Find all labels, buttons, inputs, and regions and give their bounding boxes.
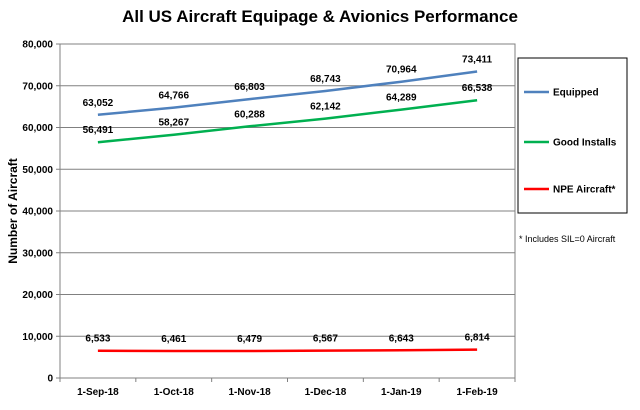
x-tick-label: 1-Dec-18 (305, 387, 347, 398)
data-label: 60,288 (234, 109, 265, 120)
data-label: 6,567 (313, 334, 338, 345)
data-label: 6,533 (85, 334, 110, 345)
x-tick-label: 1-Oct-18 (154, 387, 194, 398)
legend-label: Equipped (553, 88, 599, 99)
series-line-npe-aircraft (97, 348, 478, 353)
data-label: 6,643 (389, 333, 414, 344)
y-tick-label: 60,000 (22, 123, 53, 134)
data-label: 70,964 (386, 65, 417, 76)
y-tick-label: 40,000 (22, 207, 53, 218)
y-tick-label: 50,000 (22, 165, 53, 176)
data-label: 73,411 (462, 55, 492, 66)
y-tick-label: 0 (47, 374, 53, 385)
data-label: 66,803 (234, 82, 265, 93)
y-tick-label: 70,000 (22, 81, 53, 92)
data-labels: 63,052 64,766 66,803 68,743 70,964 73,411 56,4… (83, 55, 493, 346)
data-label: 64,766 (158, 91, 189, 102)
x-axis-ticks: 1-Sep-18 1-Oct-18 1-Nov-18 1-Dec-18 1-Jan-19… (59, 378, 516, 398)
series-lines (97, 70, 478, 353)
x-tick-label: 1-Nov-18 (228, 387, 271, 398)
data-label: 64,289 (386, 93, 417, 104)
x-tick-label: 1-Sep-18 (77, 387, 119, 398)
legend-label: Good Installs (553, 138, 617, 149)
data-label: 6,479 (237, 334, 262, 345)
data-label: 56,491 (83, 125, 114, 136)
x-tick-label: 1-Feb-19 (457, 387, 499, 398)
legend: Equipped Good Installs NPE Aircraft* (517, 57, 628, 214)
legend-box (517, 57, 628, 214)
series-line-equipped (97, 70, 478, 117)
series-line-good-installs (97, 98, 478, 144)
data-label: 58,267 (158, 118, 189, 129)
y-axis-ticks: 0 10,000 20,000 30,000 40,000 50,000 60,000 70,… (22, 40, 53, 385)
data-label: 63,052 (83, 98, 114, 109)
data-label: 6,814 (465, 333, 490, 344)
y-tick-label: 80,000 (22, 40, 53, 51)
data-label: 66,538 (462, 83, 493, 94)
chart-title: All US Aircraft Equipage & Avionics Perf… (122, 7, 518, 26)
legend-label: NPE Aircraft* (553, 185, 616, 196)
data-label: 6,461 (161, 334, 186, 345)
footnote: * Includes SIL=0 Aircraft (519, 234, 616, 244)
y-axis-label: Number of Aircraft (6, 158, 20, 264)
y-tick-label: 10,000 (22, 332, 53, 343)
y-tick-label: 20,000 (22, 290, 53, 301)
x-tick-label: 1-Jan-19 (381, 387, 422, 398)
data-label: 68,743 (310, 74, 341, 85)
y-tick-label: 30,000 (22, 248, 53, 259)
data-label: 62,142 (310, 102, 341, 113)
